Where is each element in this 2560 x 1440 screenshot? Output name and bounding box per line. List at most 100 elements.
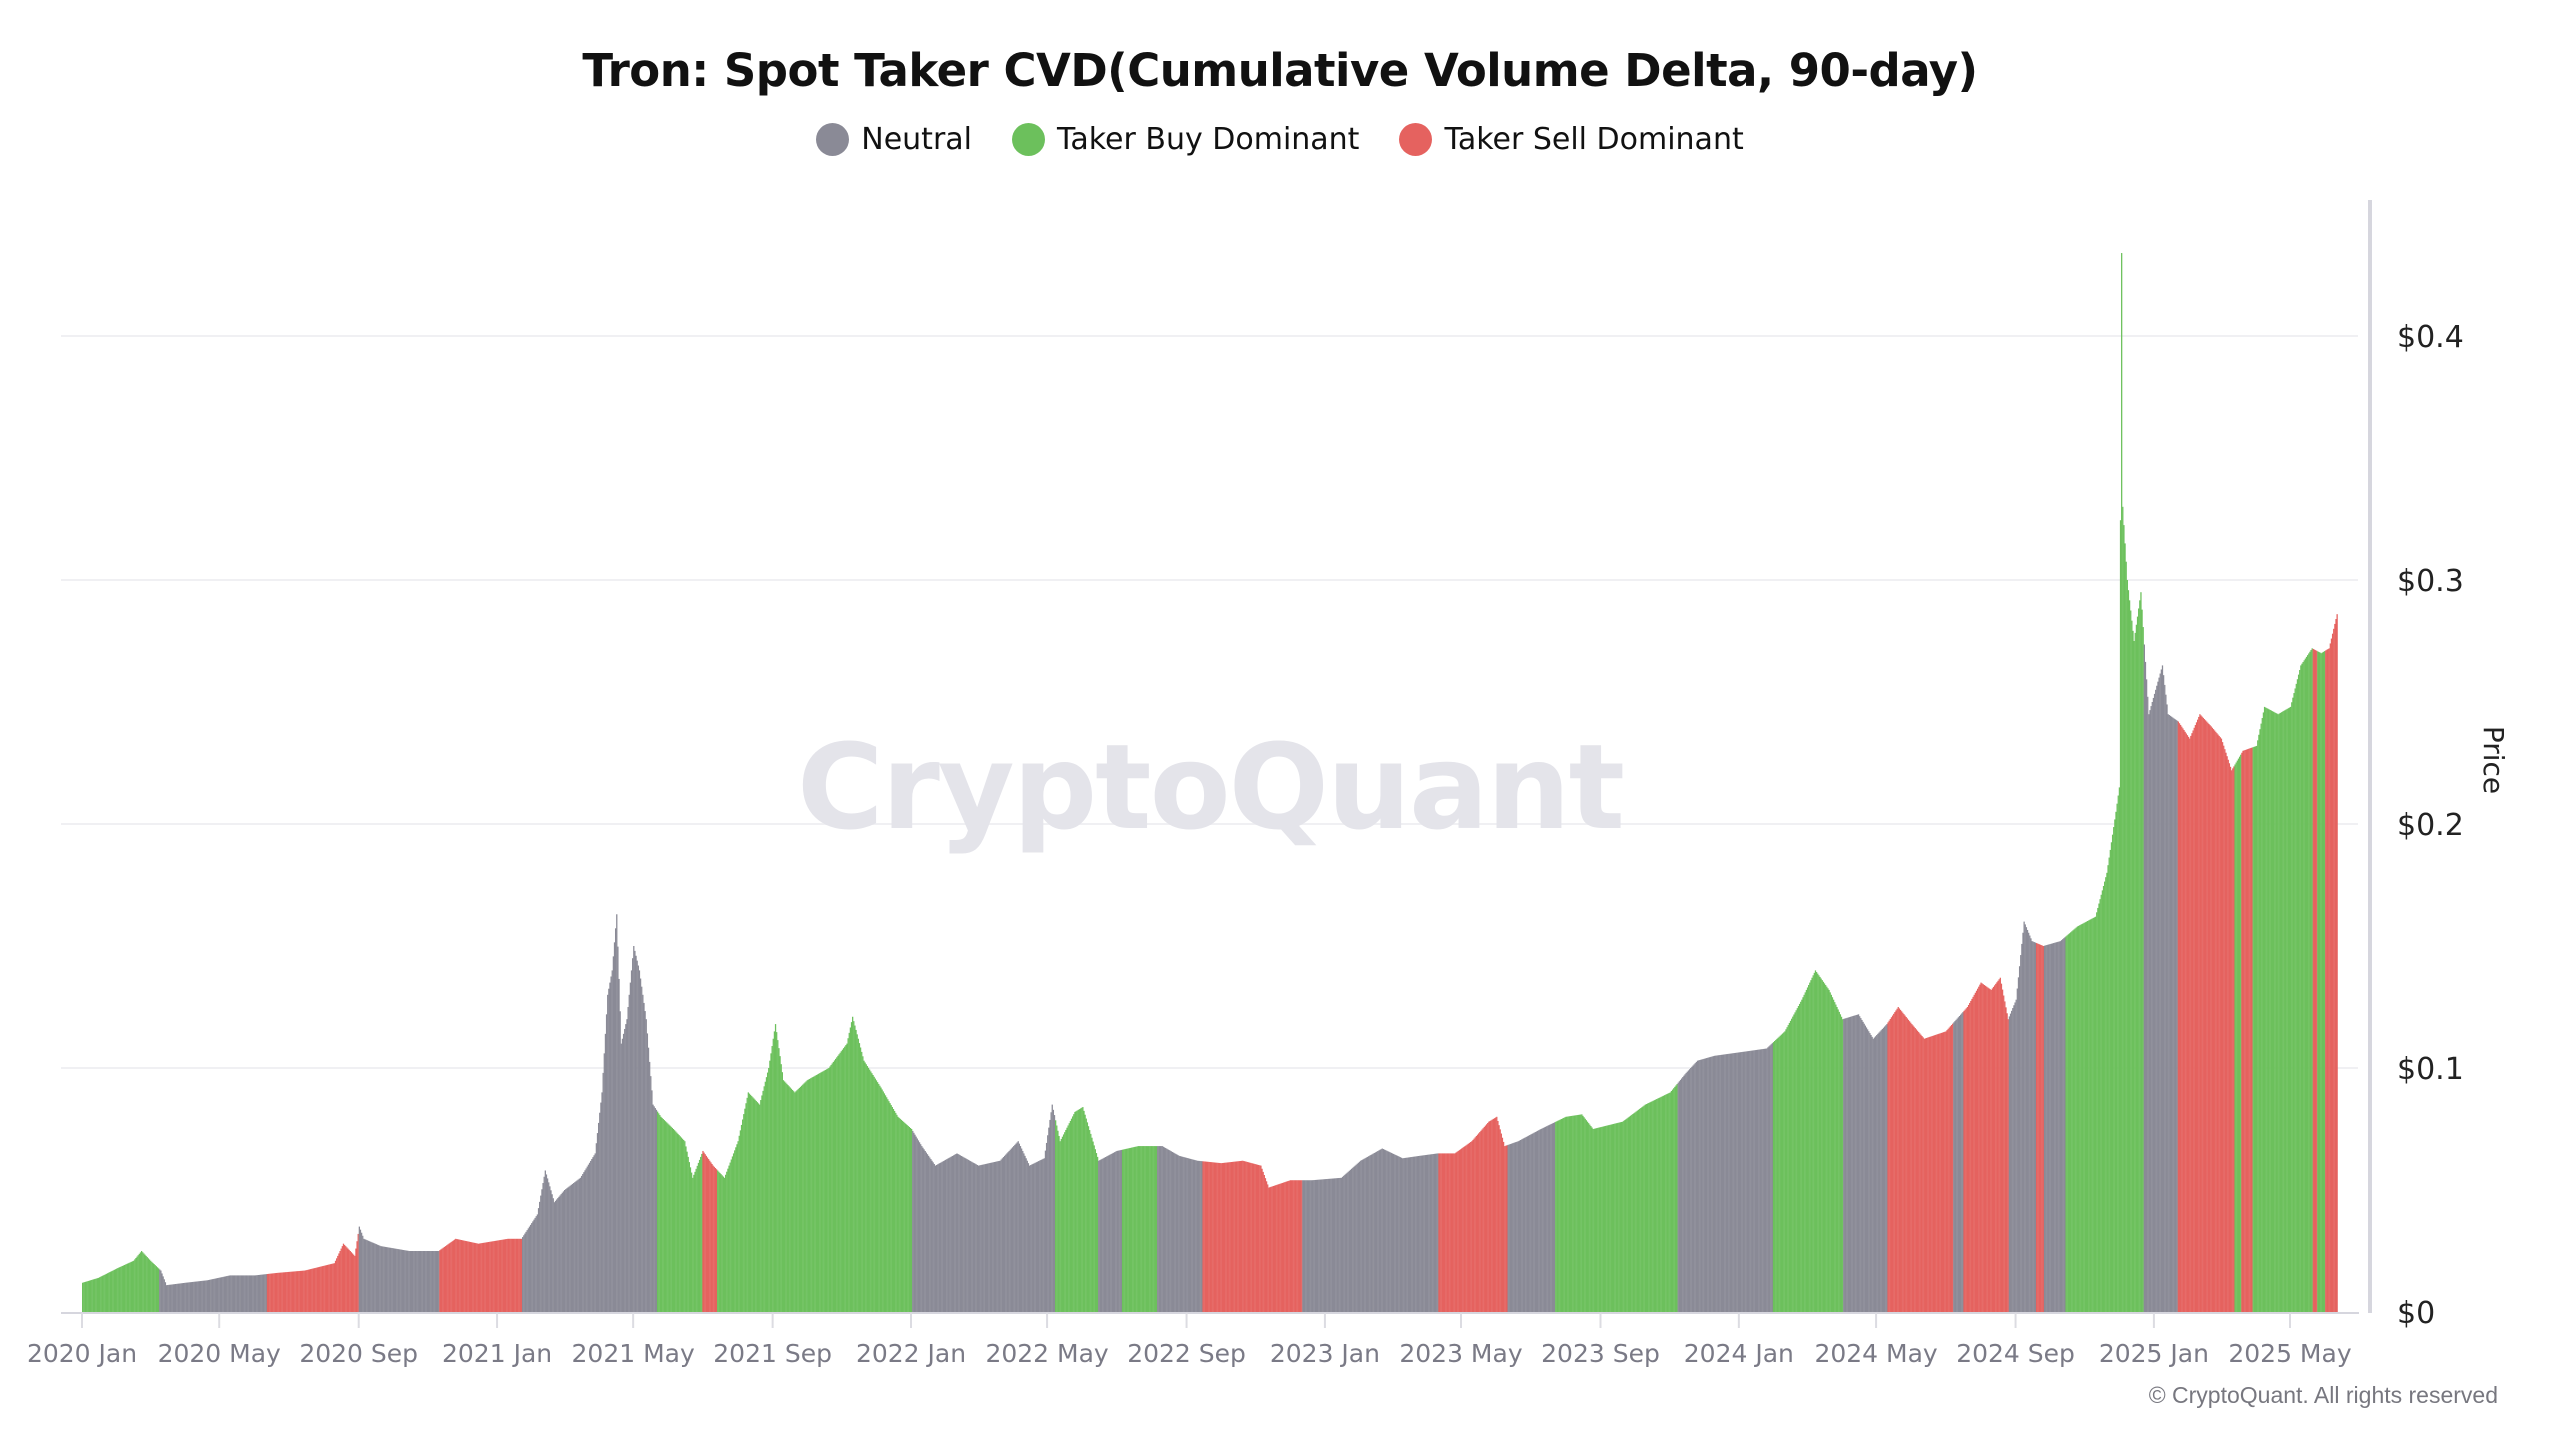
bar-neutral	[1705, 1058, 1708, 1312]
bar-neutral	[264, 1274, 266, 1312]
bar-sell	[1464, 1146, 1466, 1312]
bar-buy	[2261, 718, 2263, 1312]
bar-buy	[1636, 1110, 1639, 1312]
bar-neutral	[214, 1278, 216, 1312]
bar-sell	[1238, 1161, 1241, 1312]
bar-sell	[1285, 1181, 1287, 1312]
bar-neutral	[1043, 1158, 1045, 1312]
bar-neutral	[963, 1157, 965, 1312]
bar-buy	[815, 1075, 818, 1312]
bar-sell	[1275, 1185, 1277, 1312]
bar-sell	[1497, 1120, 1499, 1312]
bar-sell	[2244, 749, 2246, 1312]
bar-buy	[1153, 1146, 1155, 1312]
bar-neutral	[178, 1283, 180, 1312]
bar-buy	[683, 1139, 685, 1312]
bar-neutral	[246, 1275, 248, 1312]
bar-buy	[108, 1272, 110, 1312]
bar-neutral	[554, 1200, 557, 1312]
bar-sell	[1941, 1032, 1944, 1312]
bar-neutral	[384, 1246, 387, 1312]
bar-buy	[2275, 712, 2277, 1312]
bar-neutral	[1417, 1156, 1420, 1312]
bar-buy	[722, 1176, 725, 1312]
bar-sell	[1294, 1180, 1296, 1312]
legend-item-sell[interactable]: Taker Sell Dominant	[1399, 122, 1744, 157]
bar-buy	[1817, 973, 1819, 1312]
bar-sell	[1255, 1164, 1258, 1312]
bar-buy	[695, 1168, 697, 1312]
bar-buy	[1149, 1146, 1151, 1312]
bar-sell	[278, 1272, 280, 1312]
bar-sell	[1468, 1142, 1471, 1312]
y-tick-label: $0	[2397, 1296, 2435, 1331]
bar-buy	[2093, 917, 2096, 1312]
bar-sell	[1989, 989, 1991, 1312]
bar-sell	[460, 1240, 463, 1312]
bar-buy	[905, 1123, 907, 1312]
bar-neutral	[159, 1269, 161, 1312]
bar-neutral	[1415, 1156, 1417, 1312]
bar-sell	[1495, 1117, 1497, 1312]
bar-buy	[2262, 712, 2265, 1312]
bar-neutral	[190, 1282, 193, 1312]
bar-sell	[1454, 1153, 1456, 1312]
bar-sell	[1478, 1133, 1480, 1312]
bar-sell	[1268, 1187, 1270, 1312]
bar-sell	[466, 1241, 468, 1312]
bar-neutral	[1876, 1035, 1878, 1312]
bar-buy	[670, 1126, 672, 1312]
bar-neutral	[1761, 1049, 1763, 1312]
bar-sell	[2037, 943, 2039, 1312]
bar-neutral	[2051, 943, 2054, 1312]
bar-neutral	[401, 1249, 404, 1312]
bar-neutral	[1365, 1157, 1368, 1312]
bar-sell	[1276, 1184, 1278, 1312]
bar-neutral	[1183, 1157, 1185, 1312]
legend-item-neutral[interactable]: Neutral	[816, 122, 972, 157]
bar-buy	[127, 1263, 129, 1312]
bar-sell	[1488, 1121, 1490, 1312]
bar-buy	[749, 1094, 752, 1312]
bar-buy	[2125, 561, 2127, 1312]
bar-buy	[1838, 1011, 1840, 1312]
bar-buy	[2318, 651, 2320, 1312]
bar-neutral	[162, 1276, 164, 1312]
bar-sell	[308, 1269, 311, 1312]
bar-sell	[2200, 715, 2202, 1312]
bar-neutral	[981, 1164, 983, 1312]
bar-neutral	[1346, 1172, 1348, 1312]
bar-buy	[1574, 1115, 1576, 1312]
bar-neutral	[2156, 685, 2158, 1312]
bar-neutral	[1509, 1144, 1512, 1312]
bar-buy	[819, 1073, 821, 1312]
bar-buy	[1557, 1120, 1559, 1312]
bar-sell	[1252, 1163, 1254, 1312]
bar-buy	[84, 1282, 86, 1312]
bar-buy	[2294, 688, 2296, 1312]
bar-sell	[2223, 745, 2225, 1312]
bar-buy	[1781, 1033, 1784, 1312]
bar-sell	[315, 1267, 317, 1312]
legend-item-buy[interactable]: Taker Buy Dominant	[1012, 122, 1359, 157]
bar-neutral	[1179, 1156, 1182, 1312]
bar-neutral	[419, 1251, 422, 1312]
bar-buy	[807, 1079, 810, 1312]
bar-sell	[1263, 1175, 1265, 1312]
bar-neutral	[1425, 1154, 1428, 1312]
bar-buy	[147, 1258, 150, 1312]
bar-neutral	[1019, 1146, 1022, 1312]
bar-buy	[1639, 1108, 1641, 1312]
bar-buy	[849, 1027, 852, 1312]
bar-sell	[2330, 638, 2333, 1312]
bar-buy	[2263, 706, 2266, 1312]
bar-sell	[2232, 768, 2234, 1312]
bar-sell	[1984, 985, 1987, 1312]
bar-neutral	[1169, 1150, 1171, 1312]
bar-neutral	[923, 1149, 925, 1312]
bar-buy	[1662, 1095, 1665, 1312]
bars	[82, 253, 2338, 1313]
bar-buy	[2308, 653, 2310, 1312]
bar-neutral	[2048, 944, 2050, 1312]
